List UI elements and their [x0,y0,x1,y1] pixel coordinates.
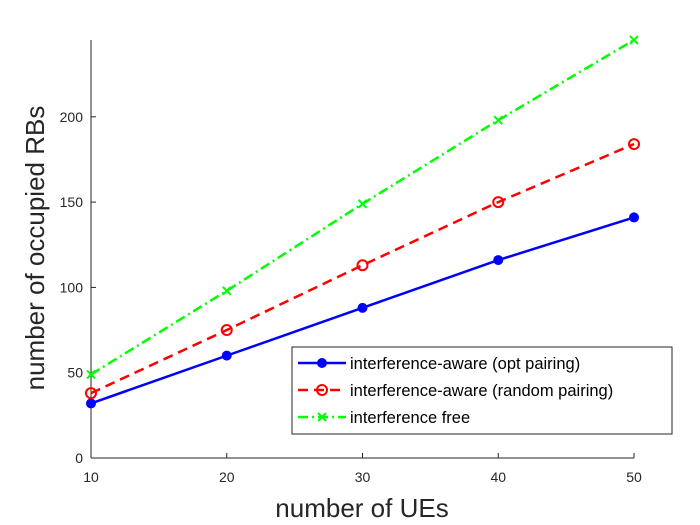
legend-box [291,346,673,435]
series-3-point-stroke [629,35,639,45]
series-2-point [628,138,640,151]
x-tick-label: 10 [83,469,99,485]
legend: interference-aware (opt pairing) interfer… [291,346,673,435]
series-2-point [220,324,233,337]
legend-marker-1 [317,358,327,368]
x-axis-label: number of UEs [275,493,448,523]
series-3-point-stroke [222,286,232,296]
series-3-point [493,115,503,125]
y-tick-label: 50 [67,365,83,381]
series-1-point [221,350,232,361]
y-tick-label: 100 [60,279,84,295]
series-1-point [86,398,96,409]
y-tick-label: 150 [60,194,84,210]
legend-label-1: interference-aware (opt pairing) [350,355,580,373]
legend-label-3: interference free [350,409,470,427]
series-3-point [357,199,368,209]
axes: 10 20 30 40 50 0 50 100 150 200 [60,40,642,485]
y-axis-label: number of occupied RBs [20,106,50,391]
series-line-2 [90,142,635,395]
x-tick-label: 30 [355,469,371,485]
series-2-point [492,196,505,209]
legend-marker-3-stroke [317,412,327,422]
series-1-point [493,255,504,266]
series-2-point [356,259,369,272]
legend-label-2: interference-aware (random pairing) [350,382,613,400]
legend-marker-2 [316,384,328,396]
legend-marker-3 [317,412,327,422]
series-3-point-stroke [357,199,368,209]
series-3-point-stroke [493,115,503,125]
y-tick-label: 200 [60,109,84,125]
x-tick-label: 50 [626,469,642,485]
x-tick-label: 40 [490,469,506,485]
x-tick-label: 20 [219,469,235,485]
series-3-point [629,35,639,45]
series-2-point [85,387,97,400]
series-1-point [357,302,368,313]
series-layer [85,35,640,409]
series-3-point [86,369,96,380]
series-1-point [629,212,639,223]
series-3-point [222,286,232,296]
y-tick-label: 0 [75,450,83,466]
series-3-point-stroke [86,369,96,380]
